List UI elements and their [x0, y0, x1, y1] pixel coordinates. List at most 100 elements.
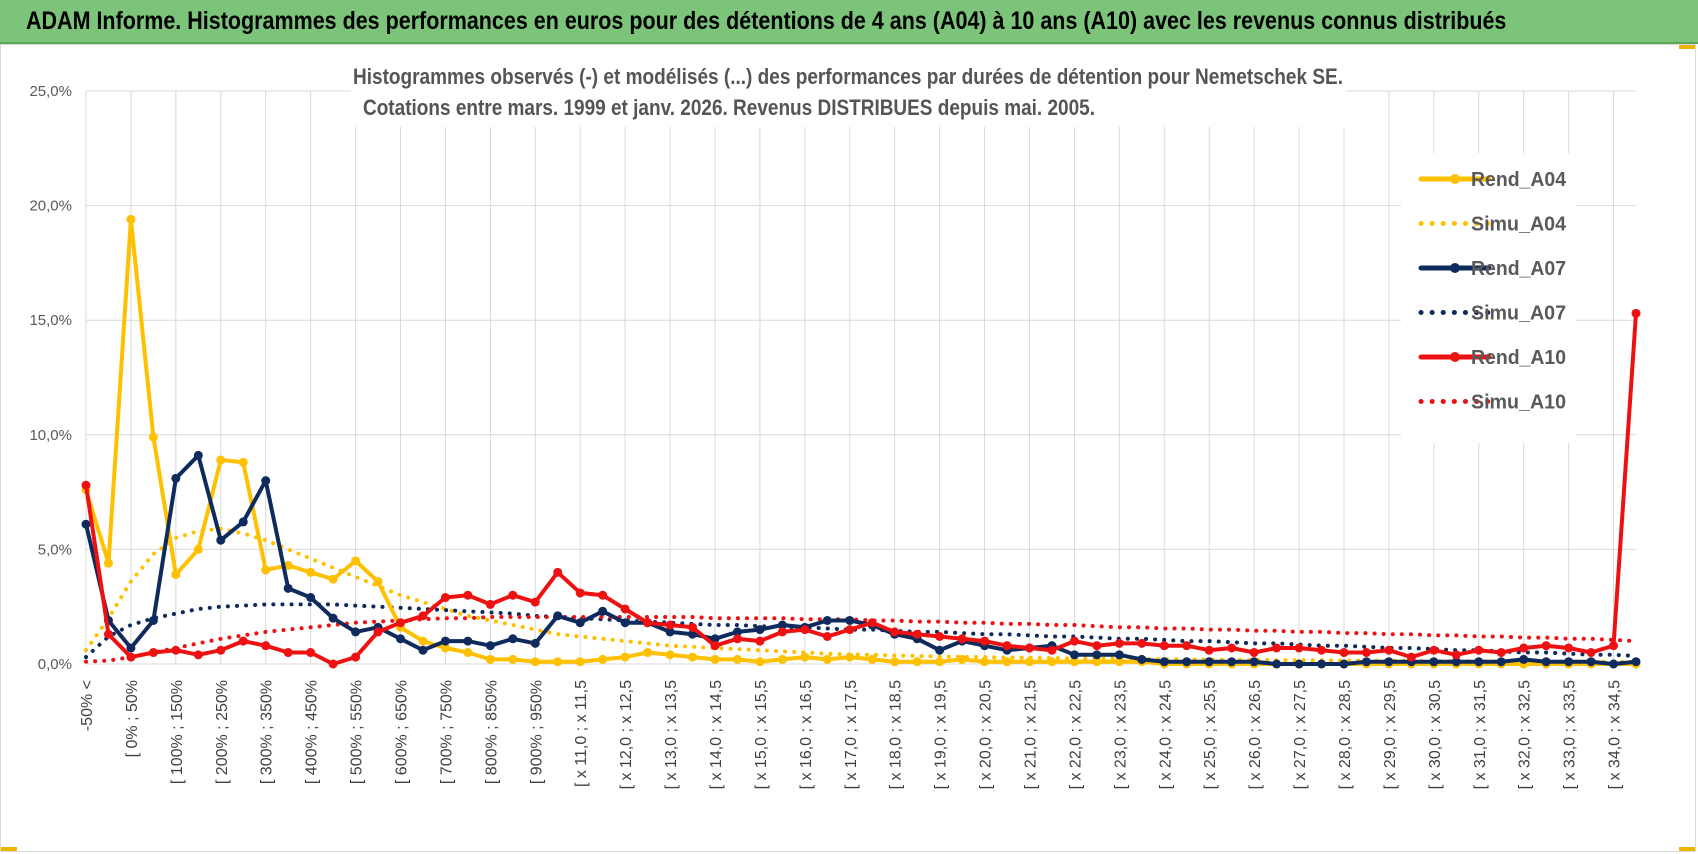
data-point — [1541, 657, 1551, 667]
data-point — [216, 535, 226, 545]
data-point — [1317, 645, 1327, 655]
data-point — [126, 643, 136, 653]
data-point — [845, 652, 855, 662]
x-tick-label: [ x 16,0 ; x 16,5 — [798, 680, 815, 790]
data-point — [126, 652, 136, 662]
legend-label: Simu_A04 — [1471, 214, 1567, 236]
data-point — [508, 654, 518, 664]
data-point — [1047, 645, 1057, 655]
data-point — [665, 627, 675, 637]
data-point — [575, 618, 585, 628]
data-point — [463, 590, 473, 600]
data-point — [126, 214, 136, 224]
chart-title-background — [351, 57, 1346, 127]
x-tick-label: [ 900% ; 950% — [528, 680, 545, 784]
data-point — [620, 604, 630, 614]
data-point — [957, 634, 967, 644]
data-point — [845, 625, 855, 635]
data-point — [822, 631, 832, 641]
data-point — [1609, 659, 1619, 669]
data-point — [1631, 657, 1641, 667]
series-line-simu-a07 — [84, 602, 1638, 660]
data-point — [1474, 645, 1484, 655]
data-point — [485, 654, 495, 664]
x-tick-label: [ 400% ; 450% — [304, 680, 321, 784]
y-tick-label: 15,0% — [29, 312, 72, 329]
data-point — [957, 654, 967, 664]
x-tick-label: [ x 31,0 ; x 31,5 — [1472, 680, 1489, 790]
data-point — [283, 583, 293, 593]
data-point — [193, 650, 203, 660]
data-point — [306, 593, 316, 603]
legend-label: Rend_A04 — [1471, 169, 1567, 191]
data-point — [530, 597, 540, 607]
data-point — [238, 636, 248, 646]
data-point — [1114, 638, 1124, 648]
data-point — [777, 620, 787, 630]
legend-marker — [1450, 352, 1460, 362]
x-tick-label: [ x 23,0 ; x 23,5 — [1112, 680, 1129, 790]
data-point — [328, 613, 338, 623]
data-point — [912, 657, 922, 667]
data-point — [418, 645, 428, 655]
legend-label: Simu_A07 — [1471, 303, 1566, 325]
gridlines — [85, 90, 1636, 665]
x-tick-label: [ 500% ; 550% — [349, 680, 366, 784]
data-point — [1002, 641, 1012, 651]
data-point — [1406, 652, 1416, 662]
data-point — [867, 618, 877, 628]
data-point — [328, 659, 338, 669]
data-point — [1586, 648, 1596, 658]
legend-label: Rend_A07 — [1471, 258, 1566, 280]
data-point — [1114, 650, 1124, 660]
data-point — [1272, 659, 1282, 669]
data-point — [980, 636, 990, 646]
data-point — [1024, 657, 1034, 667]
x-tick-label: [ x 34,0 ; x 34,5 — [1607, 680, 1624, 790]
data-point — [1541, 641, 1551, 651]
data-point — [980, 657, 990, 667]
data-point — [777, 654, 787, 664]
data-point — [822, 654, 832, 664]
x-tick-label: [ 300% ; 350% — [259, 680, 276, 784]
x-tick-label: [ 600% ; 650% — [393, 680, 410, 784]
x-tick-label: [ x 22,0 ; x 22,5 — [1067, 680, 1084, 790]
data-point — [395, 618, 405, 628]
data-point — [440, 636, 450, 646]
data-point — [1339, 659, 1349, 669]
x-tick-label: [ x 29,0 ; x 29,5 — [1382, 680, 1399, 790]
data-point — [148, 432, 158, 442]
data-point — [1519, 643, 1529, 653]
data-point — [1294, 643, 1304, 653]
x-tick-label: [ 100% ; 150% — [169, 680, 186, 784]
y-tick-label: 20,0% — [29, 198, 72, 215]
x-tick-label: [ 0% ; 50% — [124, 680, 141, 757]
data-point — [463, 636, 473, 646]
data-point — [1451, 650, 1461, 660]
x-tick-label: [ x 18,0 ; x 18,5 — [888, 680, 905, 790]
data-point — [777, 627, 787, 637]
data-point — [1137, 638, 1147, 648]
data-point — [1182, 641, 1192, 651]
data-point — [598, 654, 608, 664]
chart-legend: Rend_A04 Simu_A04 Rend_A07 Simu_A07 Rend_A10… — [1401, 153, 1576, 443]
data-point — [890, 627, 900, 637]
data-point — [755, 625, 765, 635]
data-point — [171, 473, 181, 483]
data-point — [1429, 657, 1439, 667]
data-point — [732, 634, 742, 644]
data-point — [261, 565, 271, 575]
data-point — [1069, 650, 1079, 660]
data-point — [598, 590, 608, 600]
data-point — [755, 657, 765, 667]
data-point — [530, 657, 540, 667]
data-point — [440, 593, 450, 603]
data-point — [530, 638, 540, 648]
y-tick-label: 0,0% — [38, 656, 72, 673]
data-point — [1002, 657, 1012, 667]
data-point — [935, 645, 945, 655]
data-point — [103, 629, 113, 639]
data-point — [553, 657, 563, 667]
data-point — [1114, 657, 1124, 667]
data-point — [395, 634, 405, 644]
